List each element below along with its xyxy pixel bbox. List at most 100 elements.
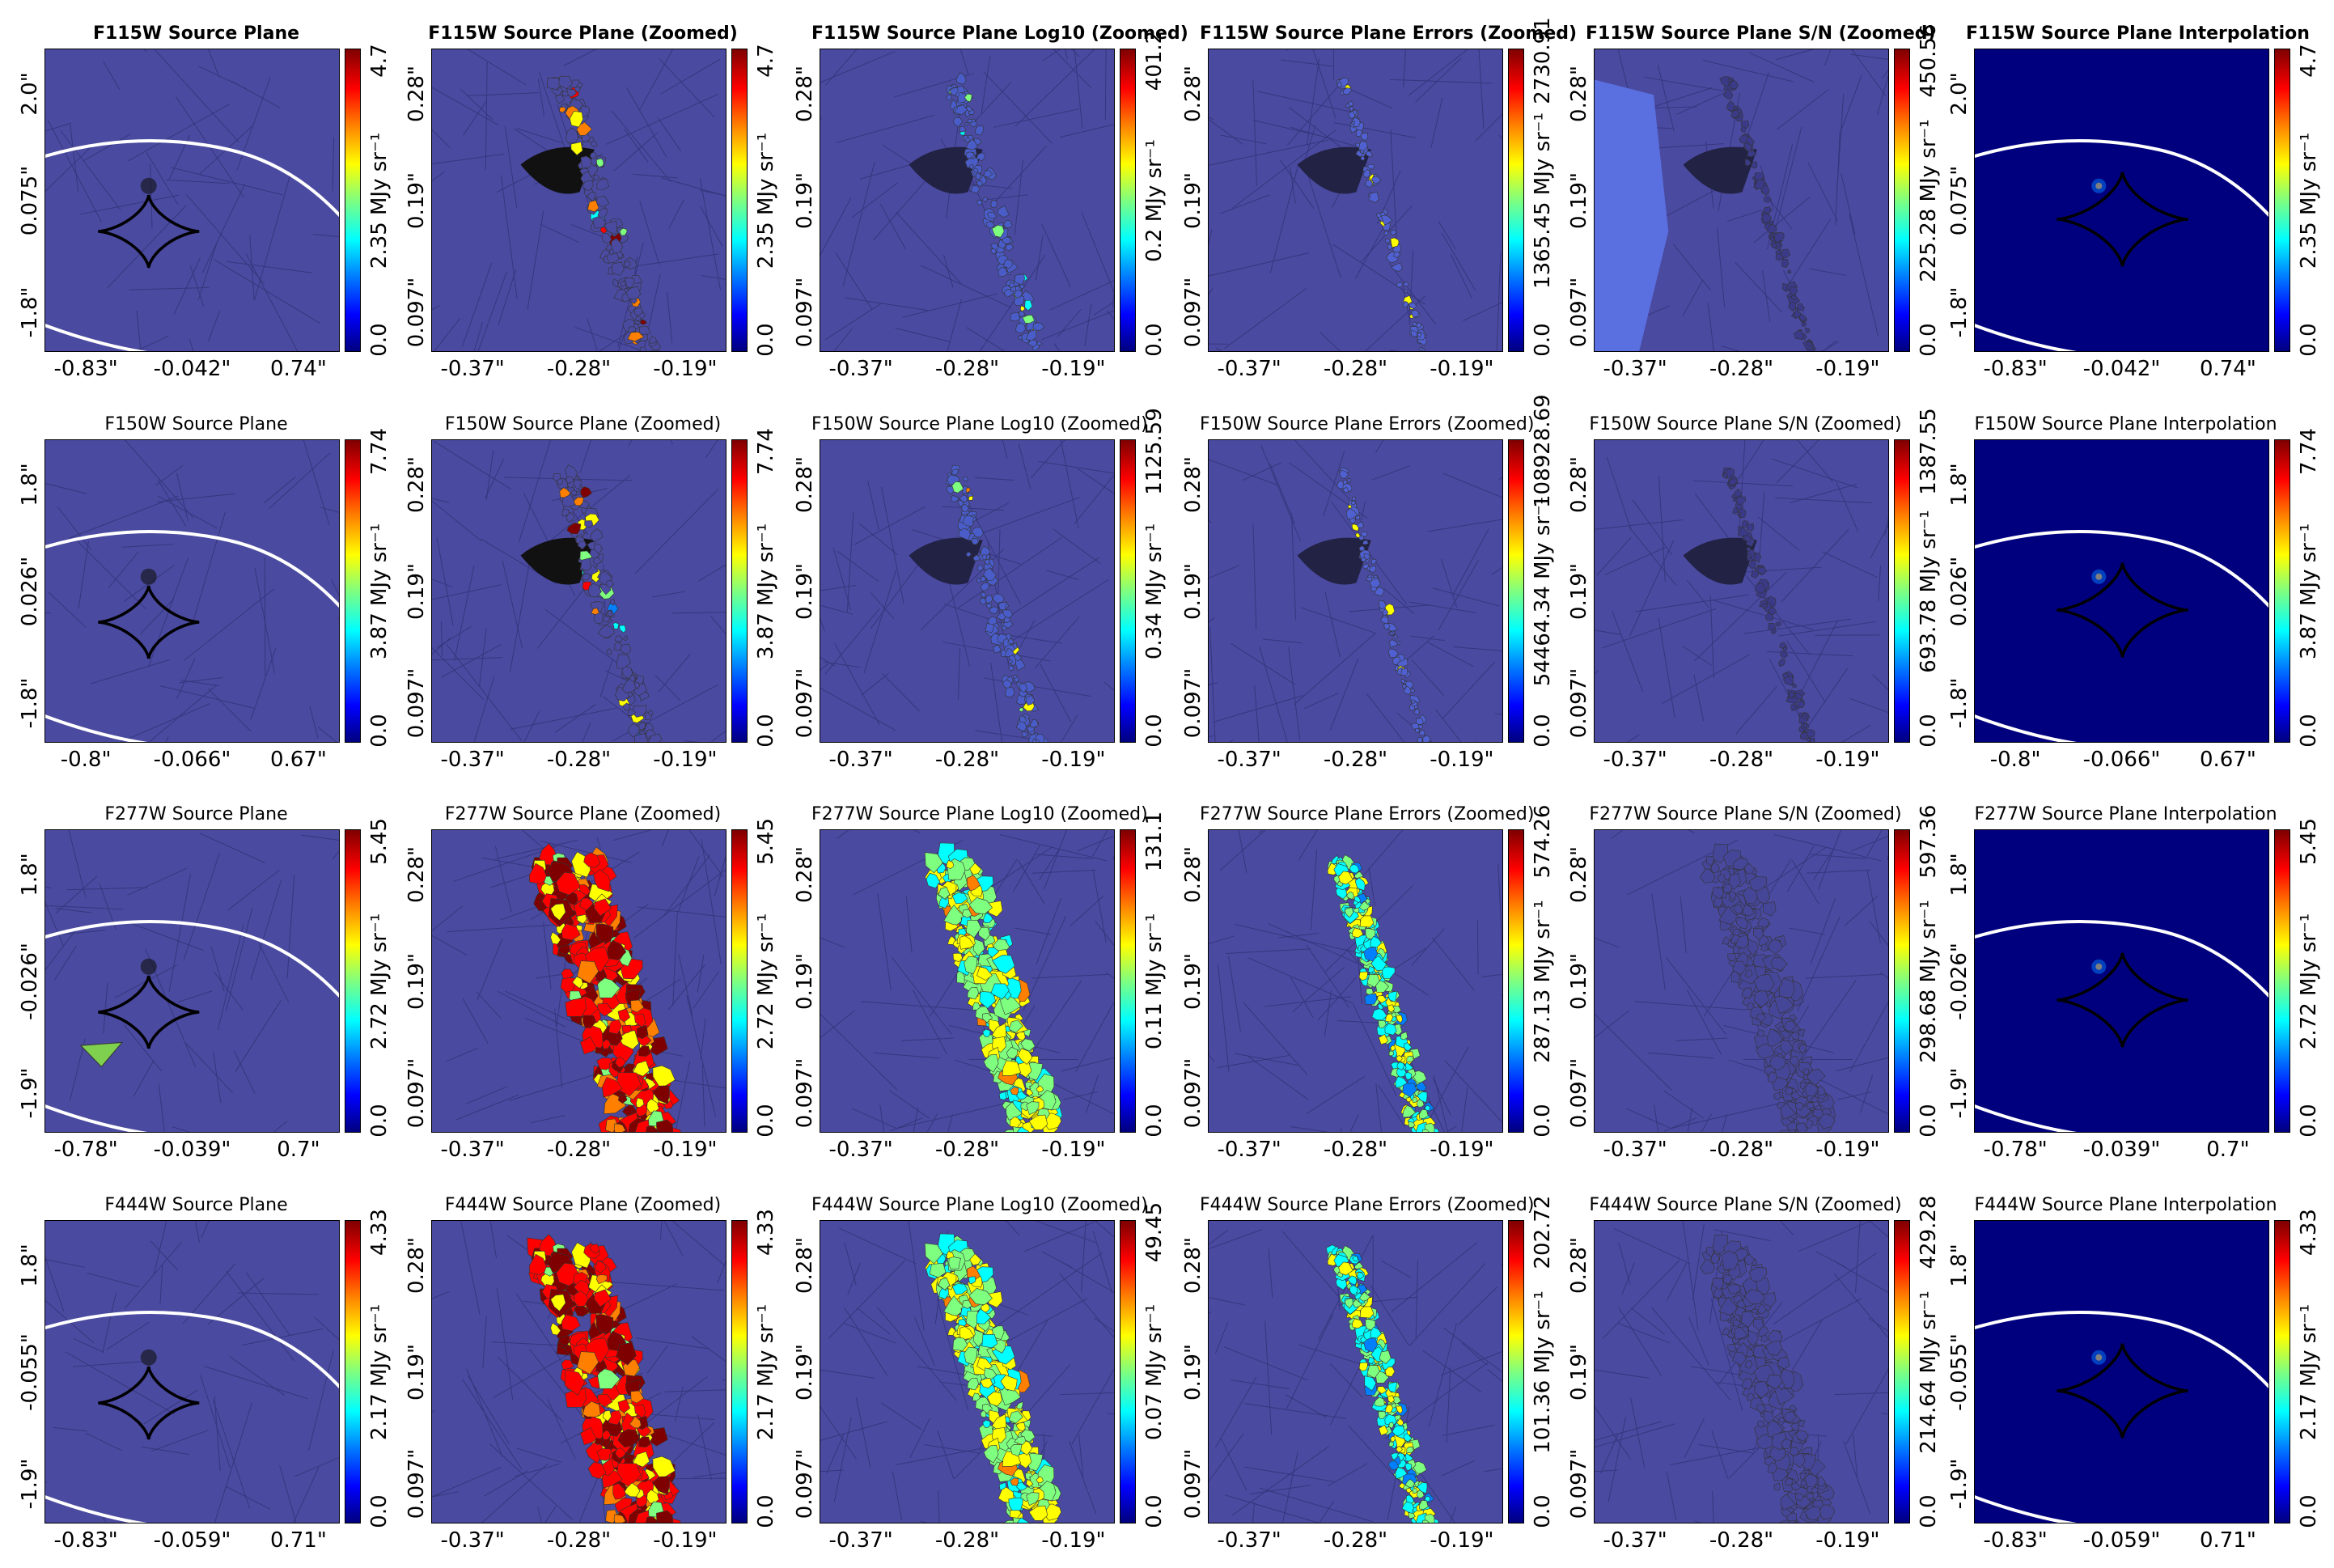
y-tick-label: 1.8" xyxy=(19,444,40,525)
y-tick-label: 0.097" xyxy=(406,272,427,353)
colorbar-label: 0.2 MJy sr⁻¹ xyxy=(1144,95,1165,306)
y-tick-label: -0.026" xyxy=(19,941,40,1022)
colorbar xyxy=(731,829,748,1133)
panel-title: F115W Source Plane (Zoomed) xyxy=(423,24,743,44)
colorbar-label: 3.87 MJy sr⁻¹ xyxy=(2298,486,2319,697)
plot-area xyxy=(1208,829,1503,1133)
y-tick-label: -0.026" xyxy=(1949,941,1970,1022)
x-tick-label: -0.059" xyxy=(148,1530,237,1551)
x-tick-label: -0.83" xyxy=(1971,1530,2060,1551)
y-tick-label: 0.19" xyxy=(1569,160,1590,241)
source-cell xyxy=(1407,1056,1413,1062)
y-tick-label: 0.19" xyxy=(406,551,427,632)
y-tick-label: 0.28" xyxy=(1569,53,1590,134)
x-tick-label: -0.19" xyxy=(1803,1139,1892,1160)
interp-background xyxy=(1975,830,2269,1133)
source-background xyxy=(1209,49,1503,352)
source-cell xyxy=(985,623,993,633)
plot-area xyxy=(1974,49,2269,352)
y-tick-label: 1.8" xyxy=(1949,834,1970,915)
plot-svg xyxy=(45,440,340,743)
dense-cells xyxy=(141,1350,157,1366)
colorbar-label: 54464.34 MJy sr⁻¹ xyxy=(1532,486,1553,697)
source-cell xyxy=(1368,574,1371,578)
panel-title: F115W Source Plane S/N (Zoomed) xyxy=(1586,24,1905,44)
x-tick-label: -0.37" xyxy=(428,749,517,770)
colorbar xyxy=(1508,439,1524,743)
source-cell xyxy=(1409,1132,1414,1133)
y-tick-label: 0.19" xyxy=(1183,941,1204,1022)
colorbar xyxy=(1120,439,1136,743)
source-background xyxy=(45,830,340,1133)
x-tick-label: -0.37" xyxy=(816,1139,905,1160)
y-tick-label: -0.055" xyxy=(19,1332,40,1413)
y-tick-label: 0.28" xyxy=(1569,444,1590,525)
panel-title: F444W Source Plane Errors (Zoomed) xyxy=(1200,1196,1519,1215)
interp-background xyxy=(1975,49,2269,352)
x-tick-label: -0.37" xyxy=(1205,1139,1294,1160)
source-cell xyxy=(1009,1498,1023,1511)
x-tick-label: -0.19" xyxy=(1803,1530,1892,1551)
plot-area xyxy=(1974,439,2269,743)
source-cell xyxy=(982,554,987,559)
colorbar-label: 225.28 MJy sr⁻¹ xyxy=(1918,95,1939,306)
plot-svg xyxy=(1209,440,1503,743)
plot-svg xyxy=(432,830,726,1133)
source-cell xyxy=(968,119,972,123)
x-tick-label: -0.78" xyxy=(1971,1139,2060,1160)
panel-title: F115W Source Plane Errors (Zoomed) xyxy=(1200,24,1519,44)
panel-title: F277W Source Plane S/N (Zoomed) xyxy=(1586,805,1905,824)
panel-title: F444W Source Plane Log10 (Zoomed) xyxy=(811,1196,1131,1215)
x-tick-label: -0.19" xyxy=(1803,358,1892,379)
plot-svg xyxy=(45,830,340,1133)
x-tick-label: -0.28" xyxy=(923,749,1012,770)
y-tick-label: 1.8" xyxy=(19,834,40,915)
plot-area xyxy=(820,1220,1115,1524)
x-tick-label: 0.71" xyxy=(2184,1530,2273,1551)
plot-area xyxy=(1208,1220,1503,1524)
y-tick-label: 0.097" xyxy=(1183,1443,1204,1524)
plot-svg xyxy=(1975,1221,2269,1524)
panel-title: F150W Source Plane Errors (Zoomed) xyxy=(1200,415,1519,434)
y-tick-label: 0.28" xyxy=(794,444,815,525)
y-tick-label: 1.8" xyxy=(1949,1225,1970,1306)
colorbar xyxy=(2274,439,2290,743)
plot-svg xyxy=(432,440,726,743)
y-tick-label: 0.097" xyxy=(1183,663,1204,744)
colorbar xyxy=(1120,49,1136,352)
source-background xyxy=(45,49,340,352)
colorbar xyxy=(1894,1220,1910,1524)
plot-svg xyxy=(45,1221,340,1524)
plot-svg xyxy=(432,1221,726,1524)
x-tick-label: 0.74" xyxy=(2184,358,2273,379)
panel-title: F277W Source Plane Errors (Zoomed) xyxy=(1200,805,1519,824)
y-tick-label: -1.8" xyxy=(19,272,40,353)
colorbar-label: 3.87 MJy sr⁻¹ xyxy=(369,486,390,697)
colorbar-label: 2.72 MJy sr⁻¹ xyxy=(2298,876,2319,1087)
colorbar-label: 2.72 MJy sr⁻¹ xyxy=(756,876,777,1087)
y-tick-label: 0.097" xyxy=(1569,663,1590,744)
x-tick-label: -0.28" xyxy=(535,1530,624,1551)
colorbar xyxy=(1508,1220,1524,1524)
x-tick-label: -0.19" xyxy=(1417,1139,1506,1160)
panel-title: F277W Source Plane Log10 (Zoomed) xyxy=(811,805,1131,824)
source-cell xyxy=(1803,1069,1809,1075)
colorbar xyxy=(345,439,361,743)
y-tick-label: 0.19" xyxy=(1183,1332,1204,1413)
x-tick-label: -0.19" xyxy=(1417,1530,1506,1551)
x-tick-label: -0.37" xyxy=(428,1530,517,1551)
x-tick-label: -0.042" xyxy=(148,358,237,379)
x-tick-label: -0.28" xyxy=(1311,1139,1400,1160)
source-cell xyxy=(1414,706,1418,709)
colorbar xyxy=(731,49,748,352)
plot-area xyxy=(1974,829,2269,1133)
x-tick-label: -0.19" xyxy=(641,749,730,770)
source-cell xyxy=(1351,501,1355,505)
source-cell xyxy=(562,91,568,97)
plot-svg xyxy=(820,440,1115,743)
plot-svg xyxy=(1975,830,2269,1133)
x-tick-label: -0.37" xyxy=(1591,358,1680,379)
colorbar-label: 2.72 MJy sr⁻¹ xyxy=(369,876,390,1087)
x-tick-label: -0.19" xyxy=(1803,749,1892,770)
source-cell xyxy=(1401,668,1408,676)
